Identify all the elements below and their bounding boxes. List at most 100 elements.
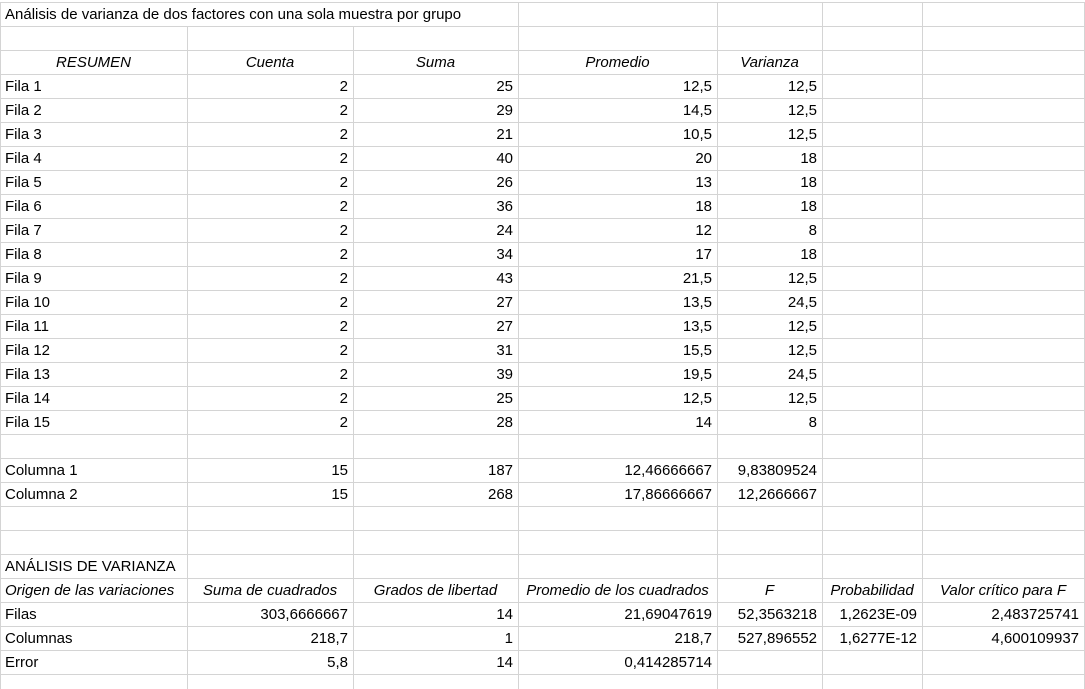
empty-cell[interactable] xyxy=(822,458,924,483)
value-cell[interactable]: 43 xyxy=(352,266,520,291)
empty-cell[interactable] xyxy=(518,530,719,555)
empty-cell[interactable] xyxy=(352,530,520,555)
value-cell[interactable]: 12,5 xyxy=(717,122,824,147)
header-cell-promedio-cuadrados[interactable]: Promedio de los cuadrados xyxy=(518,578,719,603)
header-cell-f[interactable]: F xyxy=(717,578,824,603)
empty-cell[interactable] xyxy=(352,674,520,689)
row-label-cell[interactable]: Fila 7 xyxy=(0,218,188,243)
row-label-cell[interactable]: Fila 10 xyxy=(0,290,188,315)
value-cell[interactable]: 13 xyxy=(518,170,719,195)
value-cell[interactable]: 2 xyxy=(187,386,354,411)
value-cell[interactable]: 4,600109937 xyxy=(922,626,1085,651)
header-cell-suma-cuadrados[interactable]: Suma de cuadrados xyxy=(187,578,354,603)
value-cell[interactable]: 2 xyxy=(187,122,354,147)
header-cell-varianza[interactable]: Varianza xyxy=(717,50,824,75)
empty-cell[interactable] xyxy=(0,26,188,51)
section-title[interactable]: ANÁLISIS DE VARIANZA xyxy=(0,554,188,579)
empty-cell[interactable] xyxy=(922,146,1085,171)
value-cell[interactable]: 26 xyxy=(352,170,520,195)
empty-cell[interactable] xyxy=(922,74,1085,99)
value-cell[interactable]: 14,5 xyxy=(518,98,719,123)
row-label-cell[interactable]: Columna 2 xyxy=(0,482,188,507)
value-cell[interactable]: 2,483725741 xyxy=(922,602,1085,627)
empty-cell[interactable] xyxy=(922,170,1085,195)
row-label-cell[interactable]: Fila 14 xyxy=(0,386,188,411)
empty-cell[interactable] xyxy=(822,290,924,315)
value-cell[interactable]: 19,5 xyxy=(518,362,719,387)
value-cell[interactable]: 2 xyxy=(187,338,354,363)
empty-cell[interactable] xyxy=(717,2,824,27)
empty-cell[interactable] xyxy=(822,266,924,291)
empty-cell[interactable] xyxy=(922,98,1085,123)
empty-cell[interactable] xyxy=(187,506,354,531)
value-cell[interactable]: 2 xyxy=(187,410,354,435)
value-cell[interactable] xyxy=(822,650,924,675)
header-cell-suma[interactable]: Suma xyxy=(352,50,520,75)
empty-cell[interactable] xyxy=(922,674,1085,689)
value-cell[interactable]: 2 xyxy=(187,290,354,315)
empty-cell[interactable] xyxy=(518,2,719,27)
row-label-cell[interactable]: Fila 3 xyxy=(0,122,188,147)
empty-cell[interactable] xyxy=(518,674,719,689)
row-label-cell[interactable]: Fila 6 xyxy=(0,194,188,219)
row-label-cell[interactable]: Fila 13 xyxy=(0,362,188,387)
empty-cell[interactable] xyxy=(822,98,924,123)
empty-cell[interactable] xyxy=(822,242,924,267)
empty-cell[interactable] xyxy=(352,506,520,531)
header-cell-grados-libertad[interactable]: Grados de libertad xyxy=(352,578,520,603)
empty-cell[interactable] xyxy=(822,386,924,411)
value-cell[interactable]: 2 xyxy=(187,194,354,219)
empty-cell[interactable] xyxy=(822,434,924,459)
empty-cell[interactable] xyxy=(822,482,924,507)
value-cell[interactable]: 187 xyxy=(352,458,520,483)
empty-cell[interactable] xyxy=(518,26,719,51)
empty-cell[interactable] xyxy=(922,122,1085,147)
row-label-cell[interactable]: Error xyxy=(0,650,188,675)
value-cell[interactable]: 2 xyxy=(187,170,354,195)
value-cell[interactable]: 2 xyxy=(187,146,354,171)
empty-cell[interactable] xyxy=(922,194,1085,219)
value-cell[interactable]: 17,86666667 xyxy=(518,482,719,507)
value-cell[interactable]: 31 xyxy=(352,338,520,363)
value-cell[interactable]: 52,3563218 xyxy=(717,602,824,627)
empty-cell[interactable] xyxy=(822,170,924,195)
row-label-cell[interactable]: Fila 1 xyxy=(0,74,188,99)
empty-cell[interactable] xyxy=(717,554,824,579)
value-cell[interactable]: 0,414285714 xyxy=(518,650,719,675)
row-label-cell[interactable]: Fila 2 xyxy=(0,98,188,123)
value-cell[interactable]: 12,2666667 xyxy=(717,482,824,507)
empty-cell[interactable] xyxy=(717,530,824,555)
value-cell[interactable]: 18 xyxy=(717,194,824,219)
empty-cell[interactable] xyxy=(822,362,924,387)
empty-cell[interactable] xyxy=(922,386,1085,411)
empty-cell[interactable] xyxy=(822,506,924,531)
row-label-cell[interactable]: Filas xyxy=(0,602,188,627)
row-label-cell[interactable]: Fila 12 xyxy=(0,338,188,363)
value-cell[interactable]: 13,5 xyxy=(518,314,719,339)
value-cell[interactable]: 18 xyxy=(717,170,824,195)
value-cell[interactable]: 12 xyxy=(518,218,719,243)
empty-cell[interactable] xyxy=(0,434,188,459)
empty-cell[interactable] xyxy=(922,338,1085,363)
empty-cell[interactable] xyxy=(922,362,1085,387)
empty-cell[interactable] xyxy=(922,506,1085,531)
value-cell[interactable]: 27 xyxy=(352,314,520,339)
value-cell[interactable]: 12,5 xyxy=(717,74,824,99)
value-cell[interactable]: 8 xyxy=(717,218,824,243)
value-cell[interactable]: 2 xyxy=(187,242,354,267)
row-label-cell[interactable]: Fila 11 xyxy=(0,314,188,339)
empty-cell[interactable] xyxy=(922,242,1085,267)
value-cell[interactable]: 21,5 xyxy=(518,266,719,291)
value-cell[interactable]: 268 xyxy=(352,482,520,507)
header-cell-origen[interactable]: Origen de las variaciones xyxy=(0,578,188,603)
value-cell[interactable]: 12,5 xyxy=(518,386,719,411)
empty-cell[interactable] xyxy=(822,410,924,435)
header-cell-probabilidad[interactable]: Probabilidad xyxy=(822,578,924,603)
empty-cell[interactable] xyxy=(922,314,1085,339)
empty-cell[interactable] xyxy=(922,50,1085,75)
header-cell-cuenta[interactable]: Cuenta xyxy=(187,50,354,75)
empty-cell[interactable] xyxy=(922,530,1085,555)
value-cell[interactable]: 2 xyxy=(187,218,354,243)
value-cell[interactable]: 14 xyxy=(518,410,719,435)
empty-cell[interactable] xyxy=(187,554,354,579)
